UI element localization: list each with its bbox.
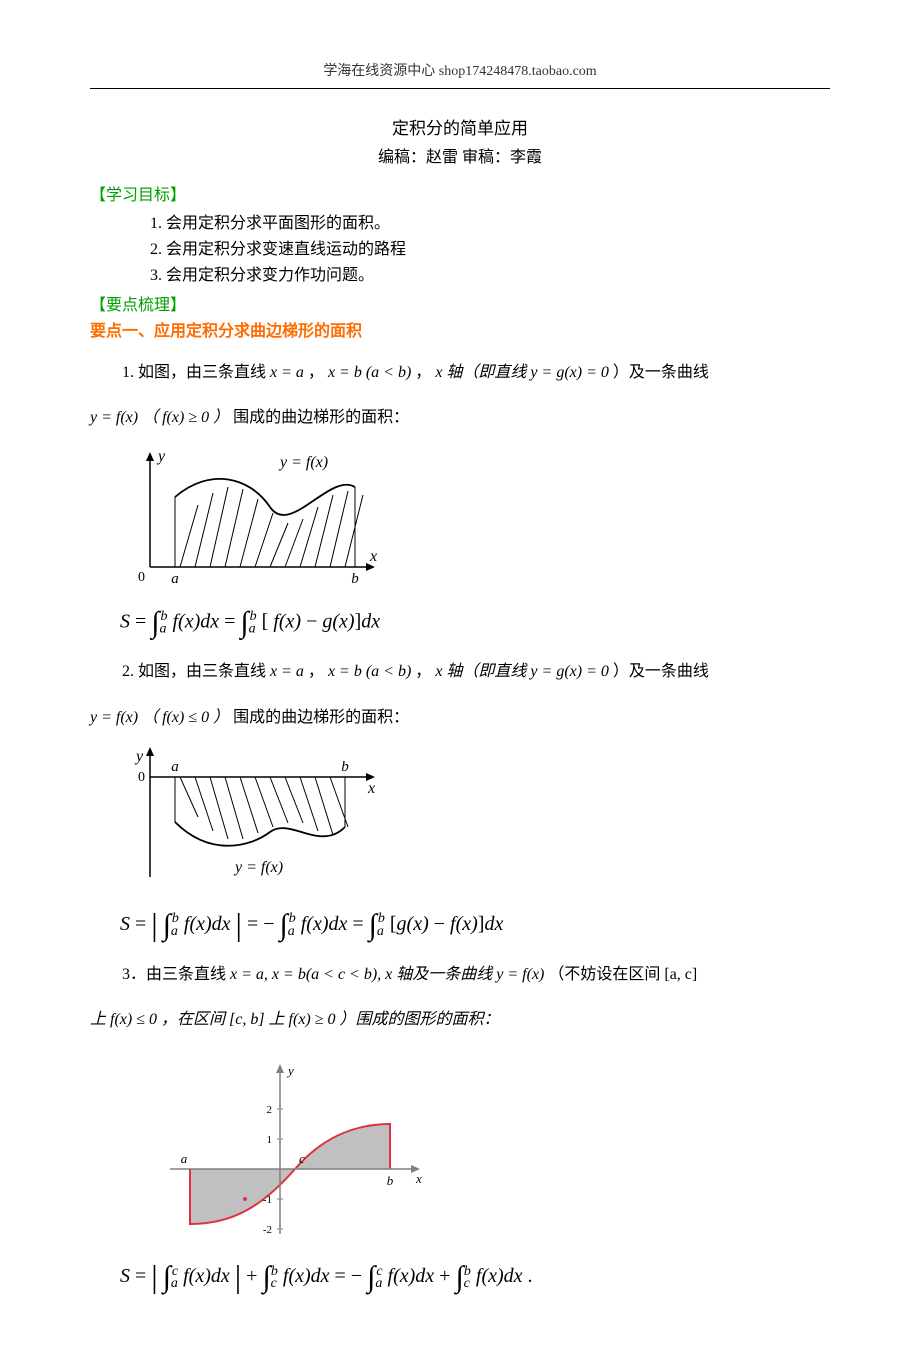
formula-2: S = | ∫ab f(x)dx | = − ∫ab f(x)dx = ∫ab … — [120, 906, 830, 943]
para-3b: 上 f(x) ≤ 0 ，在区间 [c, b] 上 f(x) ≥ 0 ）围成的图形… — [90, 1002, 830, 1037]
p1b-paren: （ f(x) ≥ 0 ） — [142, 409, 229, 426]
p2-xaxis-post: ）及一条曲线 — [613, 663, 709, 680]
p1b-tail: 围成的曲边梯形的面积： — [233, 409, 409, 426]
title: 定积分的简单应用 — [90, 114, 830, 139]
p2-xa: x = a — [270, 663, 304, 680]
objective-3: 3. 会用定积分求变力作功问题。 — [150, 261, 830, 285]
svg-text:-1: -1 — [263, 1194, 272, 1206]
p1-sep2: ， — [415, 364, 435, 381]
svg-text:c: c — [299, 1151, 305, 1166]
svg-text:-2: -2 — [263, 1224, 272, 1236]
svg-text:a: a — [171, 571, 179, 587]
p3-tail: （不妨设在区间 [a, c] — [548, 966, 697, 983]
para-3a: 3．由三条直线 x = a, x = b(a < c < b), x 轴及一条曲… — [90, 957, 830, 992]
svg-text:x: x — [369, 548, 377, 565]
p3-lines: x = a, x = b(a < c < b), x 轴及一条曲线 y = f(… — [230, 966, 544, 983]
formula-3: S = | ∫ac f(x)dx | + ∫cb f(x)dx = − ∫ac … — [120, 1258, 830, 1295]
p2-prefix: 2. 如图，由三条直线 — [122, 663, 270, 680]
figure-3-svg: 2 1 -1 -2 a b c y x — [160, 1049, 430, 1239]
formula-1: S = ∫ab f(x)dx = ∫ab [ f(x) − g(x)]dx — [120, 606, 830, 640]
p2b-fx: y = f(x) — [90, 709, 138, 726]
p3-prefix: 3．由三条直线 — [122, 966, 230, 983]
objective-1: 1. 会用定积分求平面图形的面积。 — [150, 209, 830, 233]
svg-text:b: b — [351, 571, 359, 587]
svg-text:y: y — [286, 1063, 294, 1078]
header-divider — [90, 88, 830, 89]
p2-xb: x = b (a < b) — [328, 663, 411, 680]
p1b-fx: y = f(x) — [90, 409, 138, 426]
p2-ygx: y = g(x) = 0 — [530, 663, 608, 680]
objectives-list: 1. 会用定积分求平面图形的面积。 2. 会用定积分求变速直线运动的路程 3. … — [150, 209, 830, 285]
svg-text:y: y — [134, 748, 144, 765]
p1-ygx: y = g(x) = 0 — [530, 364, 608, 381]
svg-text:2: 2 — [267, 1104, 273, 1116]
p1-xb: x = b (a < b) — [328, 364, 411, 381]
credits: 编稿：赵雷 审稿：李霞 — [90, 143, 830, 167]
p1-xa: x = a — [270, 364, 304, 381]
svg-text:0: 0 — [138, 570, 145, 585]
svg-text:y = f(x): y = f(x) — [233, 859, 283, 876]
p2-sep2: ， — [415, 663, 435, 680]
p2-sep1: ， — [308, 663, 324, 680]
p1-sep1: ， — [308, 364, 324, 381]
p1-xaxis-pre: x 轴（即直线 — [435, 364, 530, 381]
para-1a: 1. 如图，由三条直线 x = a ， x = b (a < b) ， x 轴（… — [90, 355, 830, 390]
para-2b: y = f(x) （ f(x) ≤ 0 ） 围成的曲边梯形的面积： — [90, 700, 830, 735]
figure-2-svg: y x 0 a b y = f(x) — [120, 747, 380, 887]
objective-2: 2. 会用定积分求变速直线运动的路程 — [150, 235, 830, 259]
point-1-title: 要点一、应用定积分求曲边梯形的面积 — [90, 317, 830, 341]
learning-objectives-head: 【学习目标】 — [90, 181, 830, 205]
svg-text:y = f(x): y = f(x) — [278, 454, 328, 471]
p2-xaxis-pre: x 轴（即直线 — [435, 663, 530, 680]
svg-text:y: y — [156, 448, 166, 465]
header-text: 学海在线资源中心 shop174248478.taobao.com — [90, 60, 830, 80]
svg-text:1: 1 — [267, 1134, 273, 1146]
para-1b: y = f(x) （ f(x) ≥ 0 ） 围成的曲边梯形的面积： — [90, 400, 830, 435]
svg-text:0: 0 — [138, 770, 145, 785]
p1-xaxis-post: ）及一条曲线 — [613, 364, 709, 381]
svg-text:b: b — [341, 759, 349, 775]
p1-prefix: 1. 如图，由三条直线 — [122, 364, 270, 381]
para-2a: 2. 如图，由三条直线 x = a ， x = b (a < b) ， x 轴（… — [90, 654, 830, 689]
p2b-paren: （ f(x) ≤ 0 ） — [142, 709, 229, 726]
svg-text:a: a — [171, 759, 179, 775]
svg-text:x: x — [367, 780, 375, 797]
svg-text:a: a — [181, 1151, 188, 1166]
figure-3: 2 1 -1 -2 a b c y x — [160, 1049, 830, 1244]
figure-2: y x 0 a b y = f(x) — [120, 747, 830, 892]
figure-1: y x 0 a b y = f(x) — [120, 447, 830, 592]
svg-text:b: b — [387, 1173, 394, 1188]
figure-1-svg: y x 0 a b y = f(x) — [120, 447, 380, 587]
p3b-text: 上 f(x) ≤ 0 ，在区间 [c, b] 上 f(x) ≥ 0 ）围成的图形… — [90, 1011, 500, 1028]
points-head: 【要点梳理】 — [90, 291, 830, 315]
svg-text:x: x — [415, 1171, 422, 1186]
p2b-tail: 围成的曲边梯形的面积： — [233, 709, 409, 726]
